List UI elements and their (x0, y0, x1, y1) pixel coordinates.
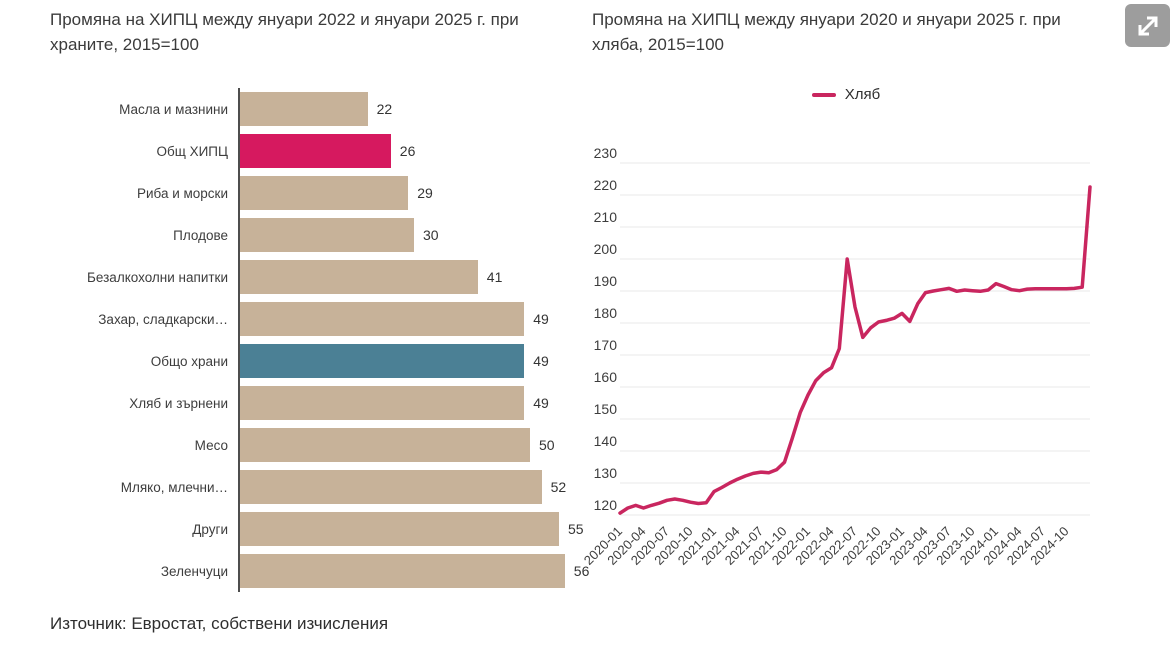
bar-value-label: 49 (533, 395, 549, 411)
bar-value-label: 55 (568, 521, 584, 537)
bar-track: 29 (238, 172, 595, 214)
fullscreen-button[interactable] (1125, 4, 1170, 47)
bar-track: 30 (238, 214, 595, 256)
bar-category-label: Захар, сладкарски… (98, 311, 228, 327)
y-axis-tick-label: 130 (594, 465, 618, 481)
bar-track: 50 (238, 424, 595, 466)
bar-row: Месо 50 (50, 424, 595, 466)
bar-track: 55 (238, 508, 595, 550)
bar-value-label: 50 (539, 437, 555, 453)
y-axis-tick-label: 120 (594, 497, 618, 513)
bar (240, 218, 414, 252)
bar-category-label: Риба и морски (136, 185, 228, 201)
bar-row: Общо храни 49 (50, 340, 595, 382)
legend-line-swatch (811, 92, 836, 97)
line-chart-legend: Хляб (592, 86, 1100, 103)
bar-row: Хляб и зърнени 49 (50, 382, 595, 424)
bar-row: Мляко, млечни… 52 (50, 466, 595, 508)
bar-row: Общ ХИПЦ 26 (50, 130, 595, 172)
y-axis-tick-label: 180 (594, 305, 618, 321)
bar-category-label: Мляко, млечни… (120, 479, 228, 495)
bar-value-label: 56 (573, 563, 590, 579)
bar-category-label: Плодове (173, 227, 228, 243)
bar-chart-title: Промяна на ХИПЦ между януари 2022 и януа… (50, 10, 519, 54)
bar-value-label: 22 (376, 101, 393, 117)
bar (240, 302, 525, 336)
bar-category-label: Други (192, 521, 228, 537)
y-axis-tick-label: 220 (594, 177, 618, 193)
bar (240, 176, 409, 210)
y-axis-tick-label: 200 (594, 241, 618, 257)
line-series-bread (618, 185, 1092, 515)
bar-track: 56 (238, 550, 595, 592)
bar (240, 344, 525, 378)
y-axis-tick-label: 190 (594, 273, 618, 289)
bar (240, 428, 530, 462)
expand-icon (1135, 13, 1161, 39)
bar-value-label: 26 (399, 143, 416, 159)
bar-track: 41 (238, 256, 595, 298)
bar-category-label: Общ ХИПЦ (156, 143, 229, 159)
y-axis-tick-label: 160 (594, 369, 618, 385)
bar-value-label: 41 (486, 269, 503, 285)
bar (240, 554, 565, 588)
bar-value-label: 49 (533, 353, 549, 369)
line-chart-title: Промяна на ХИПЦ между януари 2020 и януа… (592, 10, 1061, 54)
bar-row: Зеленчуци 56 (50, 550, 595, 592)
bar-row: Риба и морски 29 (50, 172, 595, 214)
bar-row: Масла и мазнини 22 (50, 88, 595, 130)
bar-track: 22 (238, 88, 595, 130)
bar-row: Безалкохолни напитки 41 (50, 256, 595, 298)
bar-value-label: 49 (533, 311, 549, 327)
y-axis-tick-label: 140 (594, 433, 618, 449)
bar-category-label: Месо (194, 437, 228, 453)
bar-category-label: Общо храни (150, 353, 228, 369)
bar-value-label: 29 (417, 185, 433, 201)
bar-category-label: Масла и мазнини (119, 101, 228, 117)
bar-value-label: 52 (550, 479, 567, 495)
bar-value-label: 30 (423, 227, 439, 243)
bar-row: Други 55 (50, 508, 595, 550)
bar (240, 470, 542, 504)
y-axis-tick-label: 210 (594, 209, 618, 225)
bar-row: Плодове 30 (50, 214, 595, 256)
y-axis-tick-label: 170 (594, 337, 618, 353)
bar-category-label: Хляб и зърнени (129, 395, 228, 411)
y-axis-tick-label: 230 (594, 145, 618, 161)
bar-track: 52 (238, 466, 595, 508)
bar-track: 49 (238, 298, 595, 340)
bar (240, 134, 391, 168)
bar-track: 26 (238, 130, 595, 172)
bar-chart: Масла и мазнини 22 Общ ХИПЦ 26 Риба и морски… (50, 88, 595, 592)
y-axis-tick-label: 150 (594, 401, 618, 417)
bar (240, 386, 525, 420)
bar (240, 512, 559, 546)
bar-track: 49 (238, 340, 595, 382)
bar (240, 260, 478, 294)
line-chart: 1201301401501601701801902002102202302020… (581, 145, 1092, 568)
bar-category-label: Зеленчуци (160, 563, 228, 579)
bar-row: Захар, сладкарски… 49 (50, 298, 595, 340)
bar-track: 49 (238, 382, 595, 424)
bar-category-label: Безалкохолни напитки (87, 269, 228, 285)
bar (240, 92, 368, 126)
source-note: Източник: Евростат, собствени изчисления (50, 614, 389, 633)
legend-series-label: Хляб (844, 86, 881, 103)
